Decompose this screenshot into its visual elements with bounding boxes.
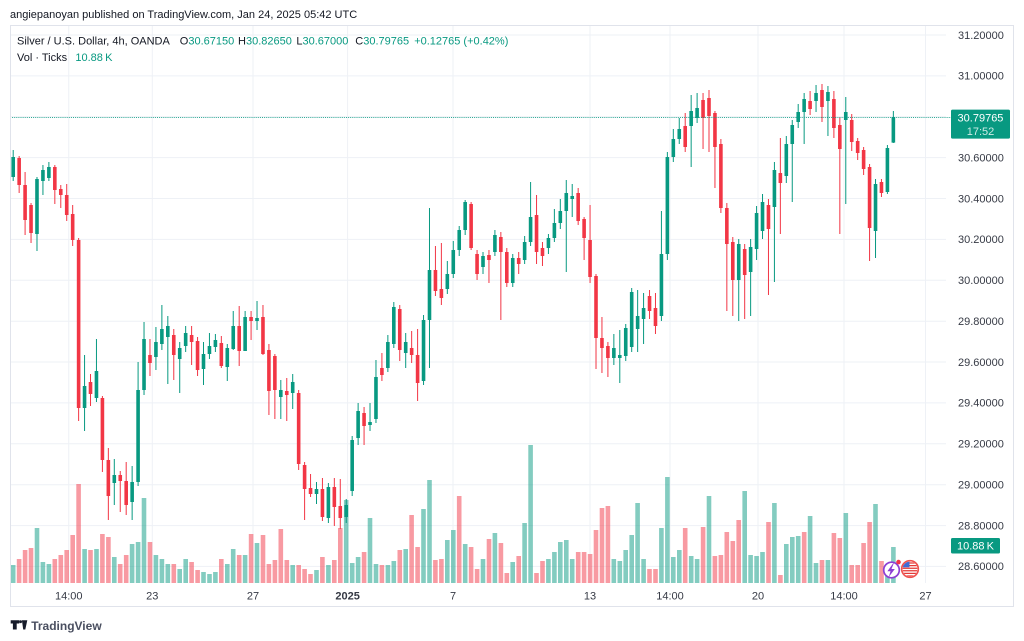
svg-text:17:52: 17:52 xyxy=(967,126,995,138)
svg-text:31.00000: 31.00000 xyxy=(958,71,1004,83)
svg-text:14:00: 14:00 xyxy=(830,591,858,603)
svg-text:14:00: 14:00 xyxy=(656,591,684,603)
svg-text:28.80000: 28.80000 xyxy=(958,520,1004,532)
svg-text:Silver / U.S. Dollar, 4h, OAND: Silver / U.S. Dollar, 4h, OANDA xyxy=(17,36,170,48)
svg-text:30.20000: 30.20000 xyxy=(958,234,1004,246)
svg-text:31.20000: 31.20000 xyxy=(958,30,1004,42)
svg-text:H30.82650: H30.82650 xyxy=(238,36,292,48)
svg-text:L30.67000: L30.67000 xyxy=(296,36,348,48)
svg-text:29.40000: 29.40000 xyxy=(958,398,1004,410)
svg-text:30.79765: 30.79765 xyxy=(958,112,1004,124)
svg-text:7: 7 xyxy=(450,591,456,603)
svg-text:2025: 2025 xyxy=(335,591,359,603)
svg-text:29.60000: 29.60000 xyxy=(958,357,1004,369)
svg-text:29.80000: 29.80000 xyxy=(958,316,1004,328)
svg-text:10.88 K: 10.88 K xyxy=(75,52,113,64)
svg-text:28.60000: 28.60000 xyxy=(958,561,1004,573)
svg-text:30.40000: 30.40000 xyxy=(958,193,1004,205)
svg-text:30.00000: 30.00000 xyxy=(958,275,1004,287)
svg-text:10.88 K: 10.88 K xyxy=(957,540,995,552)
svg-text:27: 27 xyxy=(919,591,931,603)
svg-text:TradingView: TradingView xyxy=(31,619,102,633)
svg-text:14:00: 14:00 xyxy=(55,591,83,603)
svg-text:+0.12765 (+0.42%): +0.12765 (+0.42%) xyxy=(414,36,508,48)
svg-text:Vol · Ticks: Vol · Ticks xyxy=(17,52,68,64)
svg-text:29.00000: 29.00000 xyxy=(958,480,1004,492)
svg-text:angiepanoyan published on Trad: angiepanoyan published on TradingView.co… xyxy=(10,9,357,21)
svg-text:C30.79765: C30.79765 xyxy=(355,36,409,48)
svg-text:13: 13 xyxy=(584,591,596,603)
svg-text:20: 20 xyxy=(752,591,764,603)
svg-text:27: 27 xyxy=(247,591,259,603)
svg-text:23: 23 xyxy=(146,591,158,603)
svg-text:O30.67150: O30.67150 xyxy=(180,36,234,48)
svg-text:30.60000: 30.60000 xyxy=(958,152,1004,164)
svg-text:29.20000: 29.20000 xyxy=(958,439,1004,451)
